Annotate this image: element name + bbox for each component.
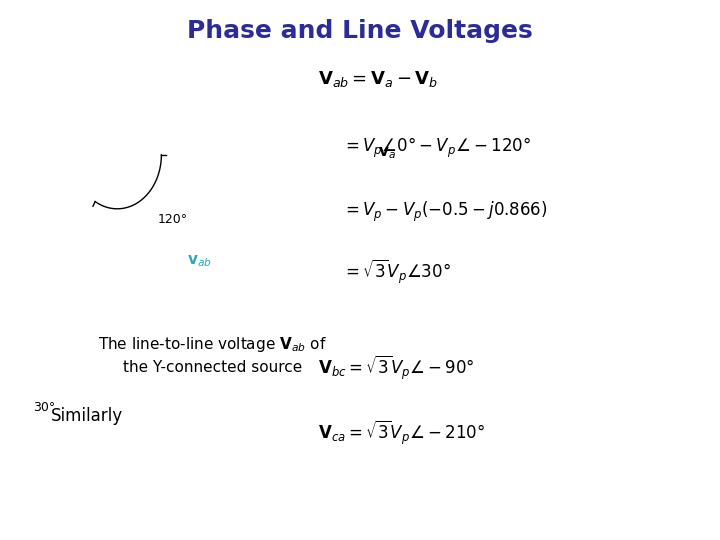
Text: 30°: 30° (33, 401, 55, 414)
Text: $\mathbf{V}_{ca} = \sqrt{3}V_{p}\angle -210°$: $\mathbf{V}_{ca} = \sqrt{3}V_{p}\angle -… (318, 418, 485, 447)
Text: $= \sqrt{3}V_{p}\angle 30°$: $= \sqrt{3}V_{p}\angle 30°$ (343, 258, 451, 286)
Text: $= V_{p} - V_{p}(-0.5 - j0.866)$: $= V_{p} - V_{p}(-0.5 - j0.866)$ (343, 200, 548, 224)
Text: The line-to-line voltage $\mathbf{V}_{ab}$ of
the Y-connected source: The line-to-line voltage $\mathbf{V}_{ab… (99, 335, 328, 375)
Text: Phase and Line Voltages: Phase and Line Voltages (187, 19, 533, 43)
Text: $\mathbf{v}_{a}$: $\mathbf{v}_{a}$ (378, 145, 395, 161)
Text: 120°: 120° (158, 213, 188, 226)
Text: $\mathbf{v}_{ab}$: $\mathbf{v}_{ab}$ (187, 254, 212, 269)
Text: $= V_{p}\angle 0° - V_{p}\angle -120°$: $= V_{p}\angle 0° - V_{p}\angle -120°$ (343, 136, 531, 160)
Text: $\mathbf{V}_{ab} = \mathbf{V}_{a} - \mathbf{V}_{b}$: $\mathbf{V}_{ab} = \mathbf{V}_{a} - \mat… (318, 69, 438, 89)
Text: Similarly: Similarly (51, 407, 123, 425)
Text: $\mathbf{V}_{bc} = \sqrt{3}V_{p}\angle -90°$: $\mathbf{V}_{bc} = \sqrt{3}V_{p}\angle -… (318, 354, 474, 382)
